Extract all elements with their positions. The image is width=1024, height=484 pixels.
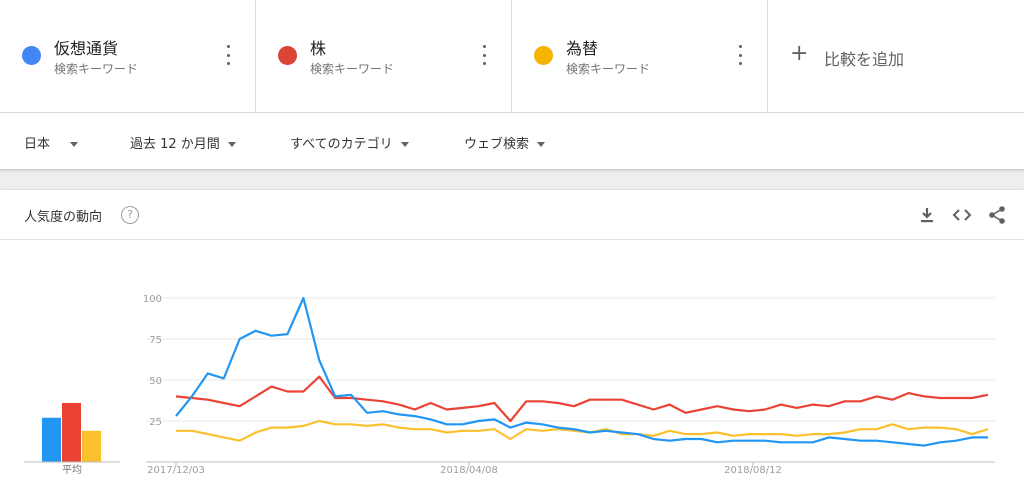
series-color-dot	[278, 46, 297, 65]
series-line	[175, 375, 989, 423]
x-tick-label: 2017/12/03	[147, 465, 205, 476]
series-color-dot	[534, 46, 553, 65]
category-dropdown[interactable]: すべてのカテゴリ	[290, 133, 409, 152]
search-type-value: ウェブ検索	[464, 137, 530, 152]
share-icon[interactable]	[986, 204, 1008, 226]
region-dropdown[interactable]: 日本	[24, 133, 79, 152]
caret-down-icon	[537, 142, 546, 147]
period-dropdown[interactable]: 過去 12 か月間	[130, 133, 236, 152]
more-vert-icon[interactable]	[225, 45, 231, 65]
more-vert-icon[interactable]	[481, 45, 487, 65]
term-type: 検索キーワード	[54, 62, 139, 76]
term-type: 検索キーワード	[566, 62, 651, 76]
x-tick-label: 2018/08/12	[724, 465, 782, 476]
filter-bar: 日本 過去 12 か月間 すべてのカテゴリ ウェブ検索	[0, 113, 1024, 170]
category-value: すべてのカテゴリ	[290, 137, 393, 152]
average-label: 平均	[62, 464, 82, 476]
average-bar	[42, 417, 61, 462]
comparison-terms-bar: 仮想通貨 検索キーワード 株 検索キーワード 為替 検索キーワード + 比較を追…	[0, 0, 1024, 113]
term-card-3[interactable]: 為替 検索キーワード	[512, 0, 768, 113]
plus-icon: +	[790, 41, 809, 66]
term-card-1[interactable]: 仮想通貨 検索キーワード	[0, 0, 256, 113]
add-comparison-button[interactable]: + 比較を追加	[768, 0, 1024, 113]
term-card-2[interactable]: 株 検索キーワード	[256, 0, 512, 113]
more-vert-icon[interactable]	[737, 45, 743, 65]
x-tick-label: 2018/04/08	[440, 465, 498, 476]
y-tick-label: 100	[143, 294, 162, 305]
y-tick-label: 25	[149, 417, 162, 428]
term-name: 為替	[566, 39, 599, 58]
card-divider	[0, 239, 1024, 240]
caret-down-icon	[227, 142, 236, 147]
help-icon[interactable]: ?	[121, 206, 139, 224]
average-bar	[62, 402, 81, 462]
caret-down-icon	[70, 142, 79, 147]
y-tick-label: 50	[149, 376, 162, 387]
y-tick-label: 75	[149, 335, 162, 346]
caret-down-icon	[400, 142, 409, 147]
term-name: 株	[310, 39, 327, 58]
region-value: 日本	[24, 137, 51, 152]
series-color-dot	[22, 46, 41, 65]
add-comparison-label: 比較を追加	[824, 50, 905, 69]
term-name: 仮想通貨	[54, 39, 119, 58]
period-value: 過去 12 か月間	[130, 137, 220, 152]
embed-icon[interactable]	[951, 204, 973, 226]
download-icon[interactable]	[916, 204, 938, 226]
interest-chart: 25 50 75 100 2017/12/03 2018/04/08 2018/08/12 平…	[24, 294, 995, 476]
series-line	[175, 296, 988, 447]
search-type-dropdown[interactable]: ウェブ検索	[464, 133, 546, 152]
card-title: 人気度の動向	[24, 210, 103, 225]
average-bar	[82, 430, 101, 462]
term-type: 検索キーワード	[310, 62, 395, 76]
interest-over-time-card: 人気度の動向 ? 25 50 75 100 2017/12/03 2018/04/08 20…	[0, 190, 1024, 484]
